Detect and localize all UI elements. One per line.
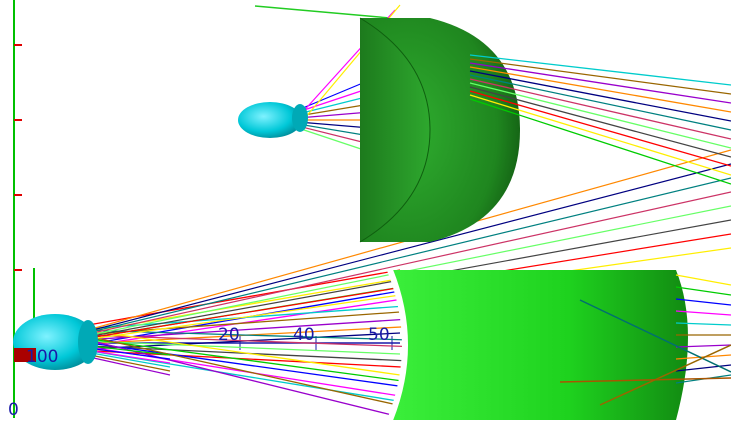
ray — [675, 310, 731, 316]
ray — [69, 177, 731, 338]
ray — [559, 377, 731, 383]
ray — [83, 334, 421, 348]
ray — [675, 322, 731, 326]
rays-upper-bundle — [254, 4, 401, 153]
ray — [297, 121, 371, 129]
ray — [599, 344, 731, 406]
ray — [79, 354, 171, 376]
ray — [675, 344, 731, 348]
lower-source[interactable] — [13, 314, 98, 370]
ray — [469, 74, 731, 131]
ray — [254, 5, 391, 19]
axis-label-20: 20 — [218, 325, 240, 345]
ray — [675, 298, 731, 306]
ray — [297, 123, 371, 137]
rays-lower-bundle — [59, 149, 731, 418]
ray — [297, 87, 371, 113]
ray — [579, 299, 731, 373]
ray — [297, 79, 371, 111]
ray — [69, 191, 731, 339]
ray — [469, 78, 731, 140]
ray — [469, 86, 731, 158]
ray — [83, 349, 411, 404]
axis-label-100: 100 — [26, 347, 58, 367]
lower-lens[interactable] — [387, 268, 688, 422]
ray — [469, 66, 731, 113]
ray — [75, 349, 421, 369]
ray — [675, 364, 731, 372]
ray — [297, 95, 371, 115]
ray — [469, 94, 731, 176]
ray — [469, 70, 731, 122]
ray — [469, 98, 731, 185]
upper-source[interactable] — [238, 102, 308, 138]
ray — [469, 58, 731, 95]
ray — [675, 286, 731, 296]
ray — [297, 125, 371, 145]
axis-label-0: 0 — [8, 400, 19, 420]
ray — [83, 329, 401, 376]
ray — [297, 111, 371, 119]
axis-label-50: 50 — [368, 325, 390, 345]
axis-label-40: 40 — [293, 325, 315, 345]
ray — [67, 339, 421, 390]
ray — [297, 103, 371, 117]
ray — [59, 269, 401, 331]
axis-labels: 20 40 50 100 0 — [8, 325, 390, 420]
rays-exit-bundle — [469, 54, 731, 406]
ray — [75, 329, 411, 341]
ray — [69, 163, 731, 337]
ray — [67, 334, 401, 418]
ray — [675, 274, 731, 286]
ray — [297, 127, 371, 153]
ray — [59, 329, 421, 411]
ray — [469, 54, 731, 86]
ray — [469, 82, 731, 149]
ray — [469, 62, 731, 104]
ray — [469, 90, 731, 167]
upper-lens[interactable] — [359, 17, 520, 243]
ray — [69, 149, 731, 336]
